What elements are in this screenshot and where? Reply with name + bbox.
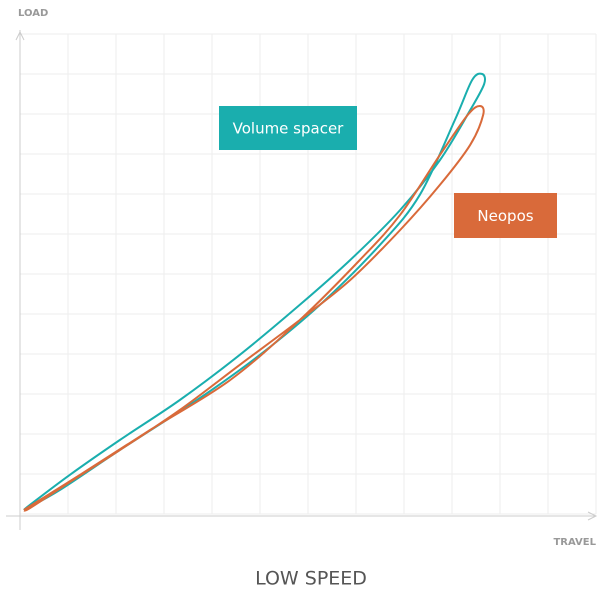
legend-label: Volume spacer [233,120,345,138]
series-line [23,104,485,512]
legend-box [454,193,557,238]
y-axis-label: LOAD [18,8,48,19]
series-line [23,72,486,511]
legend-item: Neopos [454,193,557,238]
x-axis-label: TRAVEL [553,537,596,548]
chart-title: LOW SPEED [255,568,367,590]
x-axis-arrow [587,511,598,521]
legend-label: Neopos [477,207,533,225]
legend-item: Volume spacer [219,106,357,150]
legend-box [219,106,357,150]
y-axis-arrow [15,30,25,41]
